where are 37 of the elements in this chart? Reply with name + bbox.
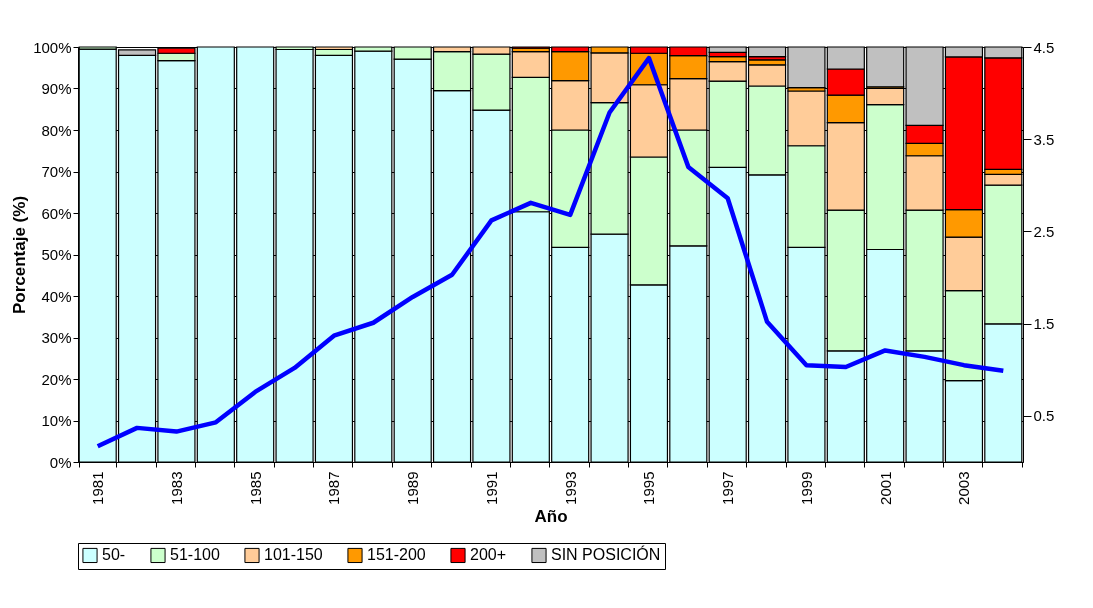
y-tick-label: 80% bbox=[41, 121, 72, 139]
legend-label: 200+ bbox=[470, 546, 507, 564]
legend-label: 50- bbox=[102, 546, 126, 564]
x-tick-label: 1989 bbox=[404, 471, 422, 505]
x-tick-label: 1983 bbox=[167, 471, 185, 505]
y2-tick-label: 4.5 bbox=[1033, 38, 1055, 56]
y-tick-label: 40% bbox=[41, 287, 72, 305]
x-tick-label: 1985 bbox=[246, 471, 264, 505]
legend-label: 151-200 bbox=[367, 546, 426, 564]
y-tick-label: 100% bbox=[33, 38, 72, 56]
y2-tick-label: 2.5 bbox=[1033, 222, 1055, 240]
y-tick-label: 0% bbox=[49, 453, 72, 471]
x-tick-label: 1997 bbox=[719, 471, 737, 505]
x-axis-title: Año bbox=[534, 506, 568, 526]
x-tick-label: 1987 bbox=[325, 471, 343, 505]
y-tick-label: 90% bbox=[41, 80, 72, 97]
y-tick-label: 70% bbox=[41, 163, 72, 180]
x-tick-label: 1981 bbox=[89, 471, 107, 505]
x-tick-label: 1991 bbox=[482, 471, 500, 505]
x-tick-label: 1999 bbox=[797, 471, 815, 505]
y-tick-label: 20% bbox=[41, 370, 72, 388]
y-tick-label: 10% bbox=[41, 412, 72, 429]
y-tick-label: 50% bbox=[41, 246, 72, 263]
x-tick-label: 1995 bbox=[640, 471, 658, 505]
legend-label: SIN POSICIÓN bbox=[551, 545, 661, 564]
y-tick-label: 60% bbox=[41, 204, 72, 222]
y-tick-label: 30% bbox=[41, 329, 72, 346]
line-series bbox=[95, 55, 1006, 449]
legend-label: 51-100 bbox=[170, 546, 220, 564]
y2-tick-label: 0.5 bbox=[1033, 407, 1055, 425]
x-tick-label: 2003 bbox=[955, 471, 973, 505]
y2-tick-label: 3.5 bbox=[1033, 130, 1055, 148]
x-tick-label: 1993 bbox=[561, 471, 579, 505]
legend-label: 101-150 bbox=[264, 546, 323, 564]
x-tick-label: 2001 bbox=[876, 471, 894, 505]
y2-tick-label: 1.5 bbox=[1033, 315, 1055, 333]
y-axis-title: Porcentaje (%) bbox=[10, 195, 30, 315]
